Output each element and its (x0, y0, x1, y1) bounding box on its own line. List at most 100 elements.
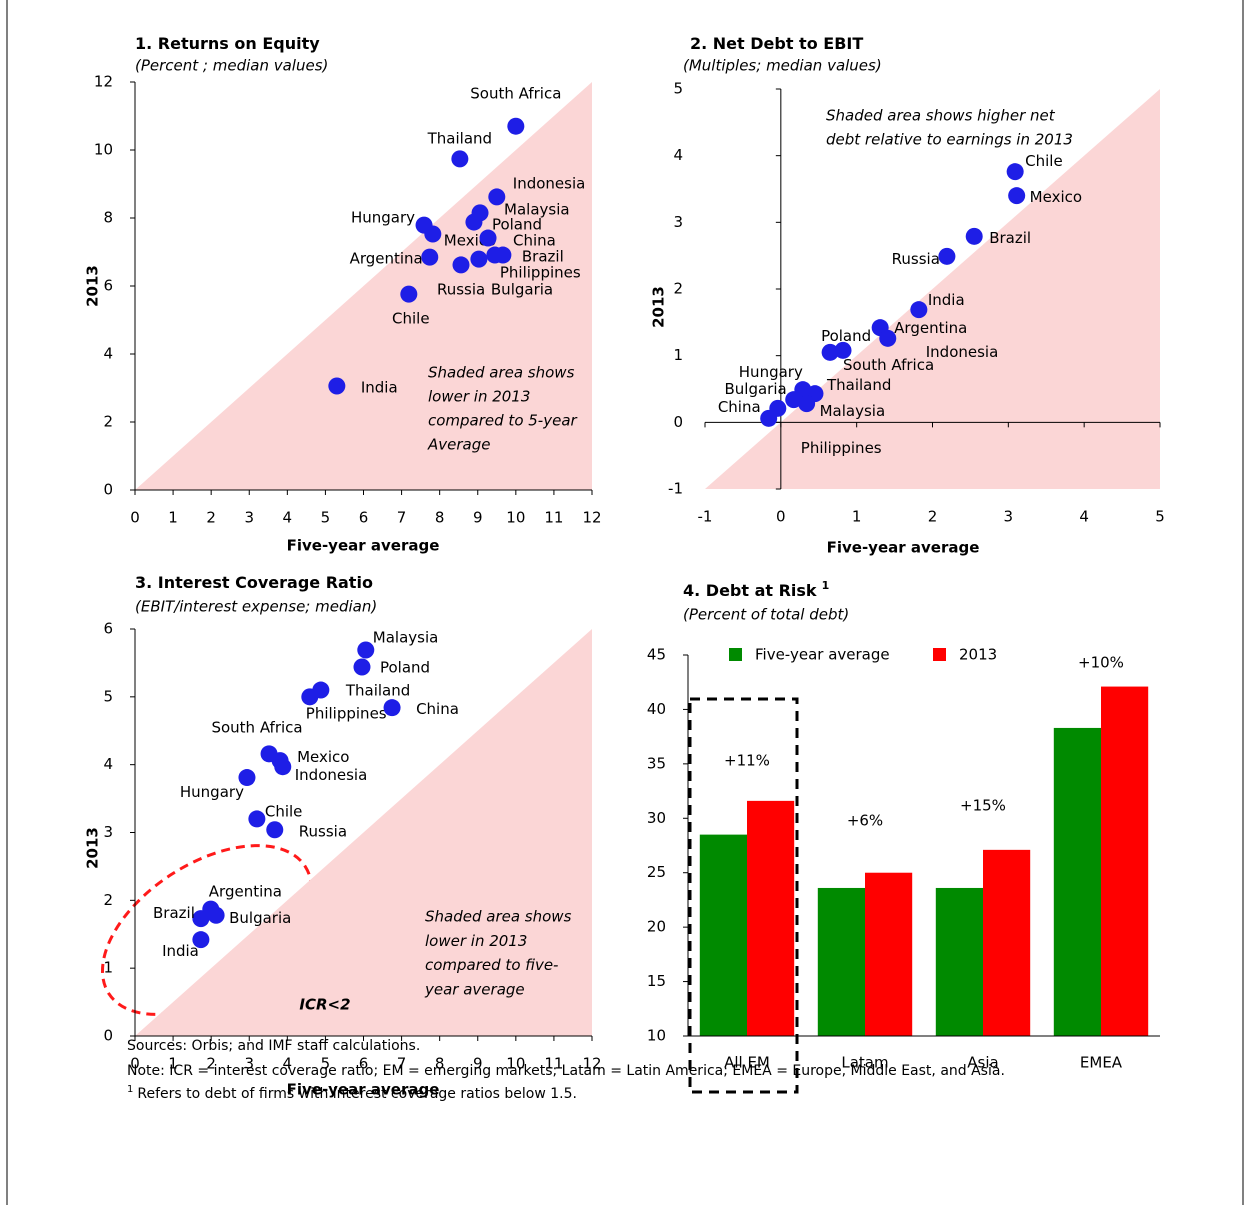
y-tick-label: 40 (647, 700, 666, 718)
point-label: Brazil (989, 229, 1031, 247)
point (465, 213, 483, 231)
x-axis-label: Five-year average (287, 1081, 440, 1099)
annotation: compared to 5-year (428, 412, 578, 430)
point-label: South Africa (470, 85, 561, 103)
y-tick-label: 6 (103, 277, 113, 295)
point-label: Malaysia (373, 629, 439, 647)
y-tick-label: 1 (673, 346, 683, 364)
point (785, 391, 803, 409)
footnote-1: 1 Refers to debt of firms with interest c… (127, 1084, 577, 1102)
point-label: Poland (821, 327, 871, 345)
point (451, 150, 469, 168)
y-tick-label: 20 (647, 918, 666, 936)
x-tick-label: 9 (473, 509, 483, 527)
x-tick-label: 3 (1004, 508, 1014, 526)
chart-title: 1. Returns on Equity (135, 34, 320, 53)
x-axis-label: Five-year average (827, 539, 980, 557)
point (353, 658, 371, 676)
point-label: Chile (265, 802, 303, 820)
point (301, 688, 319, 706)
annotation: Average (427, 436, 490, 454)
y-tick-label: 45 (647, 646, 666, 664)
y-tick-label: 30 (647, 809, 666, 827)
point-label: Thailand (345, 682, 410, 700)
bar-annotation: +15% (960, 797, 1006, 815)
annotation: lower in 2013 (425, 932, 527, 950)
point-label: India (928, 291, 965, 309)
x-tick-label: 11 (544, 509, 563, 527)
point-label: Hungary (180, 783, 244, 801)
y-axis-label: 2013 (84, 265, 102, 307)
x-tick-label: -1 (698, 508, 713, 526)
x-tick-label: 5 (321, 509, 331, 527)
y-tick-label: 0 (103, 481, 113, 499)
chart-title: 4. Debt at Risk 1 (683, 579, 829, 600)
point (879, 329, 897, 347)
bar (817, 887, 865, 1036)
footnote-sources: Sources: Orbis; and IMF staff calculatio… (127, 1038, 420, 1054)
y-tick-label: 25 (647, 863, 666, 881)
point (1006, 163, 1024, 181)
x-tick-label: 2 (206, 509, 216, 527)
annotation: Shaded area shows (425, 908, 572, 926)
footnote-marker: 1 (127, 1084, 133, 1095)
point-label: Malaysia (820, 402, 886, 420)
point-label: Indonesia (295, 766, 368, 784)
bar (1101, 686, 1149, 1036)
chart-title-note: 1 (822, 579, 830, 592)
y-tick-label: 10 (94, 141, 113, 159)
point-label: Thailand (826, 376, 891, 394)
point-label: Poland (492, 216, 542, 234)
y-tick-label: 4 (103, 345, 113, 363)
x-tick-label: 4 (283, 509, 293, 527)
highlight-label: ICR<2 (299, 996, 350, 1014)
point (266, 821, 284, 839)
chart-subtitle: (Percent ; median values) (135, 57, 328, 75)
bar-annotation: +11% (724, 752, 770, 770)
point (192, 931, 210, 949)
y-tick-label: 5 (673, 80, 683, 98)
point (383, 699, 401, 717)
x-tick-label: 4 (283, 1055, 293, 1073)
point-label: Poland (380, 658, 430, 676)
chart-subtitle: (EBIT/interest expense; median) (135, 598, 377, 616)
x-tick-label: 10 (506, 509, 525, 527)
x-tick-label: 0 (776, 508, 786, 526)
point (965, 227, 983, 245)
x-tick-label: Latam (841, 1054, 888, 1072)
point (328, 377, 346, 395)
icr-ellipse (100, 844, 314, 1016)
point-label: Chile (392, 310, 430, 328)
point (834, 341, 852, 359)
x-tick-label: 6 (359, 509, 369, 527)
y-tick-label: 1 (103, 959, 113, 977)
x-tick-label: Asia (967, 1054, 998, 1072)
point-label: India (162, 942, 199, 960)
x-tick-label: 5 (1155, 508, 1165, 526)
point-label: Philippines (500, 264, 581, 282)
x-tick-label: 2 (928, 508, 938, 526)
y-tick-label: 4 (103, 755, 113, 773)
point (357, 641, 375, 659)
point-label: Chile (1025, 152, 1063, 170)
point-label: Mexico (1030, 188, 1082, 206)
point-label: Thailand (427, 129, 492, 147)
chart-subtitle: (Multiples; median values) (683, 57, 882, 75)
bar (1053, 727, 1101, 1036)
chart-title-text: 2. Net Debt to EBIT (690, 34, 863, 53)
point (452, 256, 470, 274)
x-tick-label: 1 (168, 1055, 178, 1073)
point (488, 188, 506, 206)
point-label: South Africa (843, 356, 934, 374)
point-label: India (361, 378, 398, 396)
x-tick-label: 4 (1079, 508, 1089, 526)
x-axis-label: Five-year average (287, 537, 440, 555)
bar (935, 887, 983, 1036)
x-tick-label: 7 (397, 509, 407, 527)
x-tick-label: 8 (435, 509, 445, 527)
bar-annotation: +6% (847, 812, 883, 830)
point-label: Malaysia (504, 200, 570, 218)
point (192, 910, 210, 928)
point (479, 229, 497, 247)
